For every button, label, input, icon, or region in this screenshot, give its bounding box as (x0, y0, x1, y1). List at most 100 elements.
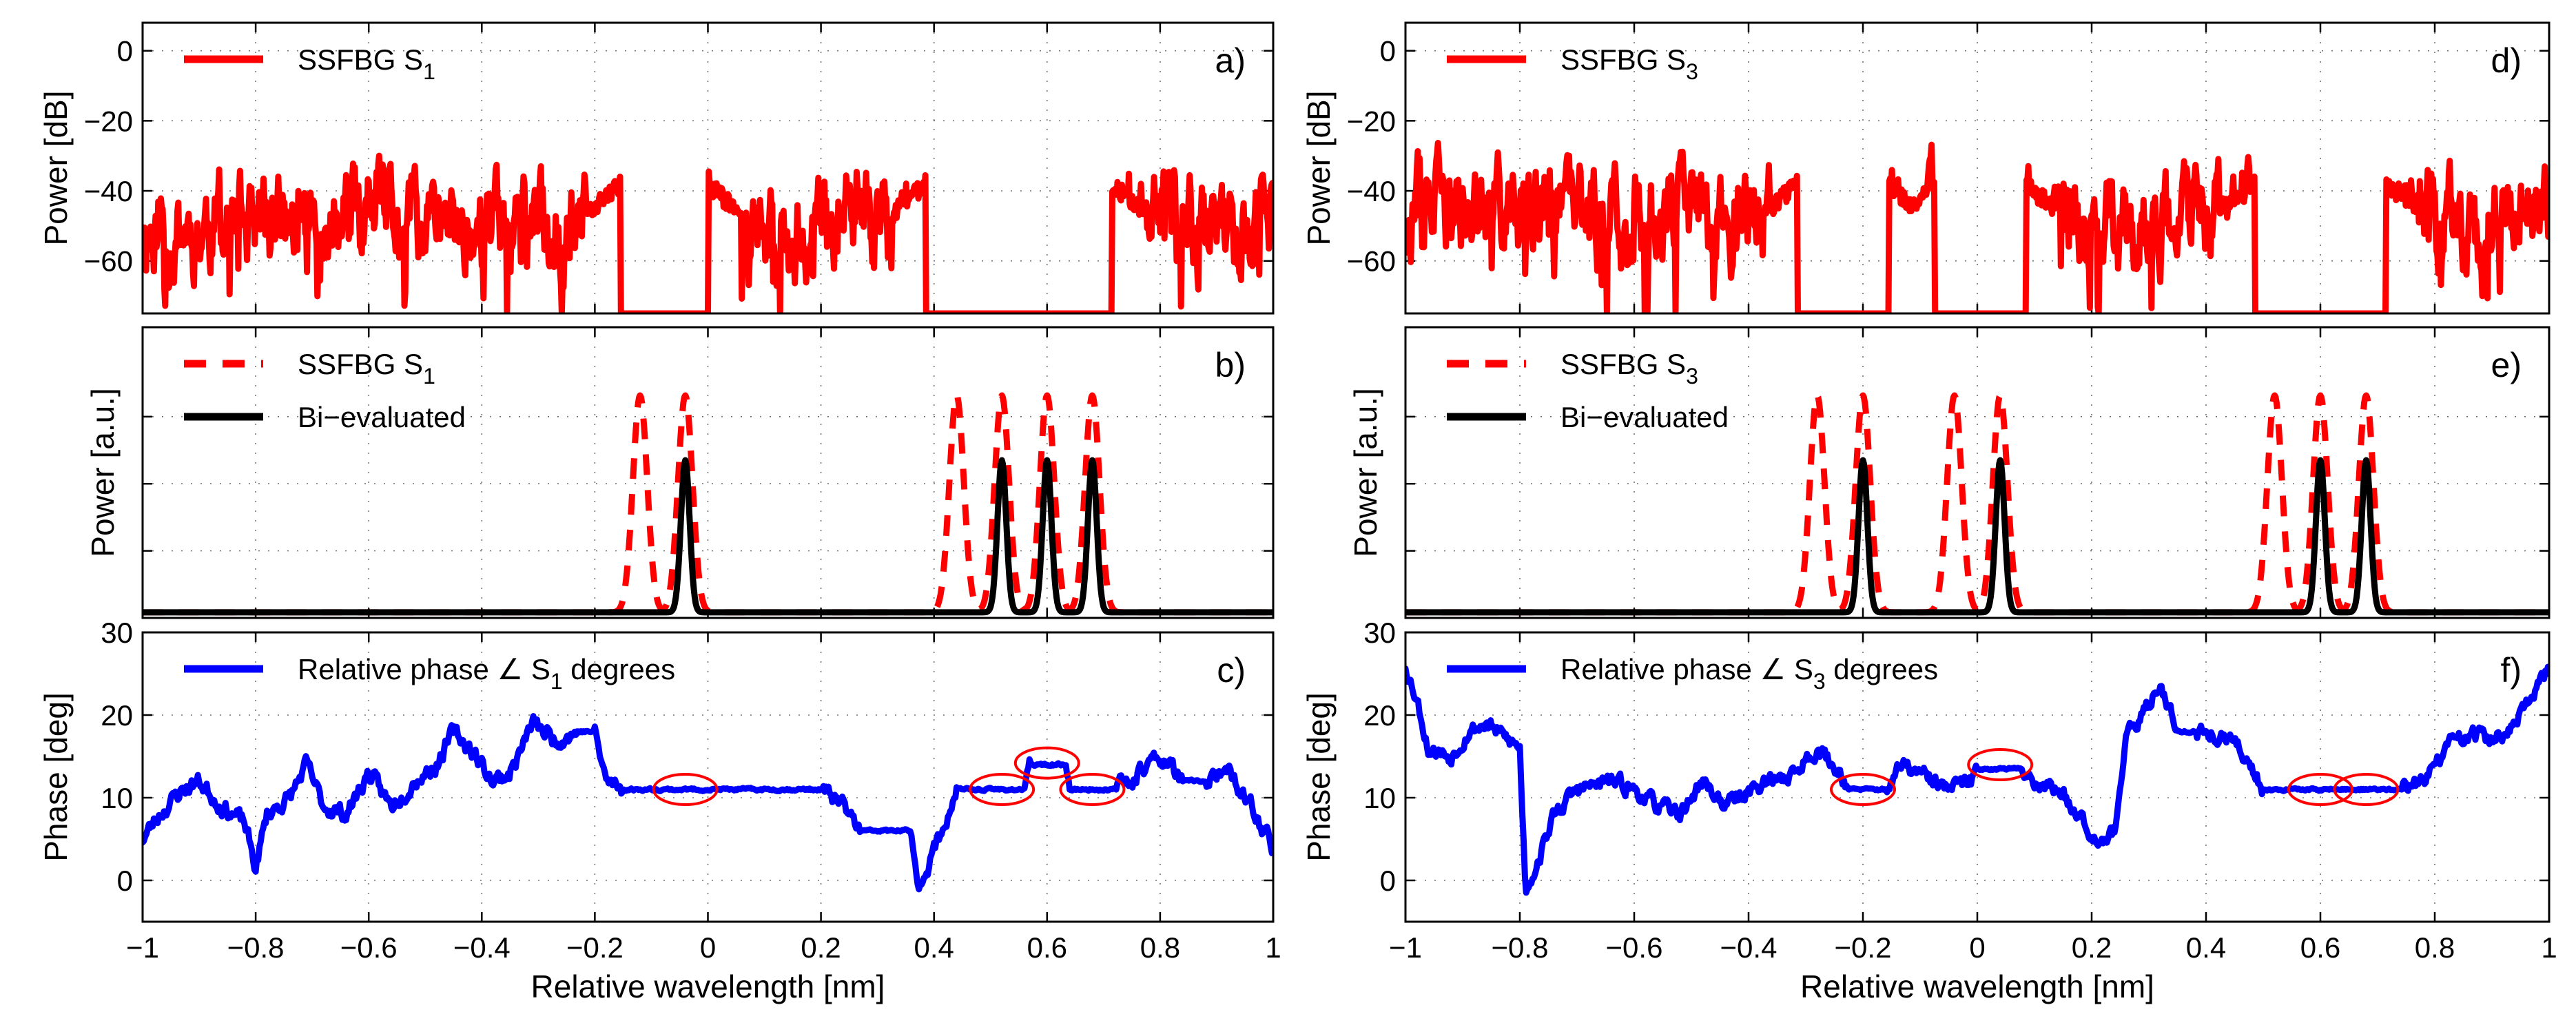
plot-area (1405, 663, 2549, 896)
plot-area (143, 713, 1273, 893)
highlight-ellipse (1830, 773, 1896, 806)
legend-label-tail: degrees (563, 653, 675, 685)
legend-label: SSFBG S3 (1560, 348, 1698, 389)
plot-frame (141, 631, 1275, 923)
panel-label: e) (2491, 346, 2522, 384)
highlight-ellipse (652, 773, 719, 806)
x-tick-label: 0.4 (914, 931, 954, 964)
legend-label: SSFBG S1 (298, 348, 435, 389)
plot-frame (141, 326, 1275, 619)
plot-frame (141, 21, 1275, 315)
y-tick-label: 0 (117, 35, 133, 68)
y-tick-label: −20 (1347, 105, 1396, 137)
x-tick-label: −0.6 (1606, 931, 1663, 964)
legend-label-main: SSFBG S (1560, 43, 1686, 76)
x-tick-label: 0.6 (2300, 931, 2340, 964)
highlight-ellipse (2333, 773, 2400, 806)
y-tick-label: 0 (1380, 35, 1396, 68)
panel-label: a) (1215, 41, 1246, 80)
x-tick-label: −0.2 (566, 931, 624, 964)
y-axis-title: Power [dB] (38, 91, 74, 246)
legend-label: Bi−evaluated (1560, 401, 1729, 433)
legend-label-main: Bi−evaluated (298, 401, 466, 433)
legend-label-main: Bi−evaluated (1560, 401, 1729, 433)
panel-label: d) (2491, 41, 2522, 80)
x-tick-label: 0 (700, 931, 716, 964)
legend-label-subscript: 3 (1686, 364, 1698, 389)
x-tick-label: 0.6 (1027, 931, 1067, 964)
highlight-ellipse (1059, 773, 1126, 806)
legend-label: SSFBG S3 (1560, 43, 1698, 84)
x-tick-label: −0.8 (1492, 931, 1549, 964)
panel-e: Power [a.u.] SSFBG S3 Bi−evaluated e) (1348, 326, 2551, 619)
series-line-bi-evaluated (143, 457, 1273, 616)
x-axis-title: Relative wavelength [nm] (1800, 969, 2154, 1004)
plot-area (1405, 392, 2549, 616)
y-tick-label: 0 (117, 865, 133, 897)
highlight-ellipse (2287, 773, 2353, 806)
legend-label-subscript: 3 (1686, 59, 1698, 84)
x-tick-label: 0.8 (2415, 931, 2455, 964)
legend-label-subscript: 3 (1813, 669, 1826, 694)
legend-label-main: SSFBG S (298, 348, 423, 380)
y-tick-label: −40 (84, 175, 133, 207)
y-tick-label: −40 (1347, 175, 1396, 207)
legend-label: Relative phase ∠ S1 degrees (298, 653, 675, 694)
series-line-relative-phase-s3 (1405, 663, 2549, 896)
series-line-ssfbg-s1 (143, 152, 1273, 313)
plot-frame (1404, 631, 2551, 923)
y-axis-title: Power [a.u.] (1348, 388, 1383, 557)
y-axis-title: Phase [deg] (1301, 692, 1337, 862)
y-tick-label: 10 (101, 782, 133, 814)
x-tick-label: −0.4 (1720, 931, 1778, 964)
legend-label: SSFBG S1 (298, 43, 435, 84)
legend-label-subscript: 1 (423, 364, 435, 389)
x-axis-title: Relative wavelength [nm] (531, 969, 885, 1004)
legend-label-main: SSFBG S (298, 43, 423, 76)
y-tick-label: 30 (1363, 617, 1396, 649)
series-line-relative-phase-s1 (143, 713, 1273, 893)
y-tick-label: −60 (1347, 245, 1396, 278)
x-tick-label: −0.2 (1835, 931, 1892, 964)
x-tick-label: 0.2 (801, 931, 841, 964)
series-line-bi-evaluated (1405, 457, 2549, 616)
x-tick-label: 0 (1969, 931, 1985, 964)
legend-label-subscript: 1 (423, 59, 435, 84)
panel-label: f) (2500, 651, 2522, 690)
panel-f: 0 10 20 30 −1 −0.8 −0.6 −0.4 −0.2 0 0.2 0.4 0.6 0.8 1 R… (1301, 617, 2557, 1004)
y-axis-title: Phase [deg] (38, 692, 74, 862)
panel-label: b) (1215, 346, 1246, 384)
y-tick-label: 20 (101, 699, 133, 732)
series-line-ssfbg-s3 (1405, 140, 2549, 313)
plot-frame (1404, 21, 2551, 315)
x-tick-label: 0.4 (2186, 931, 2226, 964)
y-axis-title: Power [a.u.] (85, 388, 121, 557)
plot-area (143, 152, 1273, 313)
legend-label-main: Relative phase ∠ S (1560, 653, 1813, 685)
legend-label-main: Relative phase ∠ S (298, 653, 550, 685)
x-tick-label: −0.6 (340, 931, 398, 964)
y-tick-label: 20 (1363, 699, 1396, 732)
panel-a: 0 −20 −40 −60 Power [dB] SSFBG S1 a) (38, 21, 1275, 315)
legend-label-main: SSFBG S (1560, 348, 1686, 380)
highlight-ellipse (969, 773, 1035, 806)
legend-label-subscript: 1 (550, 669, 563, 694)
panel-b: Power [a.u.] SSFBG S1 Bi−evaluated b) (85, 326, 1275, 619)
x-tick-label: −0.8 (227, 931, 285, 964)
y-tick-label: −60 (84, 245, 133, 278)
highlight-ellipse (1967, 748, 2034, 781)
x-tick-label: 0.8 (1140, 931, 1180, 964)
y-tick-label: 0 (1380, 865, 1396, 897)
plot-area (143, 392, 1273, 616)
panel-d: 0 −20 −40 −60 Power [dB] SSFBG S3 d) (1301, 21, 2551, 315)
x-tick-label: −1 (1389, 931, 1422, 964)
y-tick-label: 30 (101, 617, 133, 649)
legend-label-tail: degrees (1826, 653, 1938, 685)
x-tick-label: −1 (126, 931, 159, 964)
panel-label: c) (1217, 651, 1246, 690)
highlight-ellipse (1013, 746, 1080, 780)
plot-area (1405, 140, 2549, 313)
x-tick-label: 1 (2541, 931, 2557, 964)
